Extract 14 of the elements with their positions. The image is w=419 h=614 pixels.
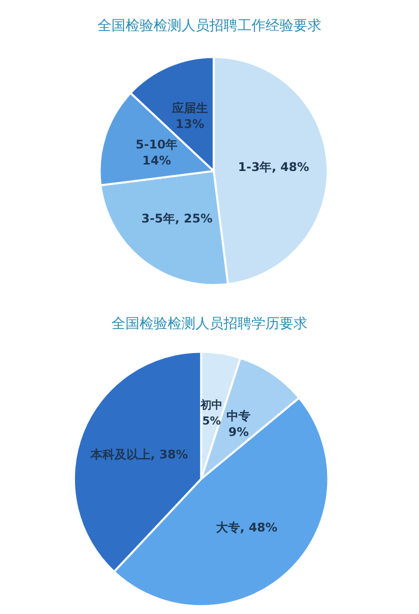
chart-title: 全国检验检测人员招聘学历要求: [112, 316, 308, 332]
data-label: 9%: [228, 424, 249, 439]
slice-label: 3-5年, 25%: [141, 211, 212, 226]
slice-label: 1-3年, 48%: [238, 160, 310, 174]
slice-label: 初中: [200, 398, 223, 412]
data-label: 13%: [175, 116, 204, 131]
slice-label: 应届生: [170, 100, 208, 115]
chart-title: 全国检验检测人员招聘工作经验要求: [98, 18, 322, 34]
slice-label: 大专, 48%: [216, 520, 278, 535]
data-label: 5%: [202, 414, 221, 428]
slice-label: 中专: [226, 408, 251, 423]
slice-label: 本科及以上, 38%: [89, 447, 188, 462]
slice-label: 5-10年: [136, 137, 178, 152]
data-label: 14%: [142, 153, 171, 168]
